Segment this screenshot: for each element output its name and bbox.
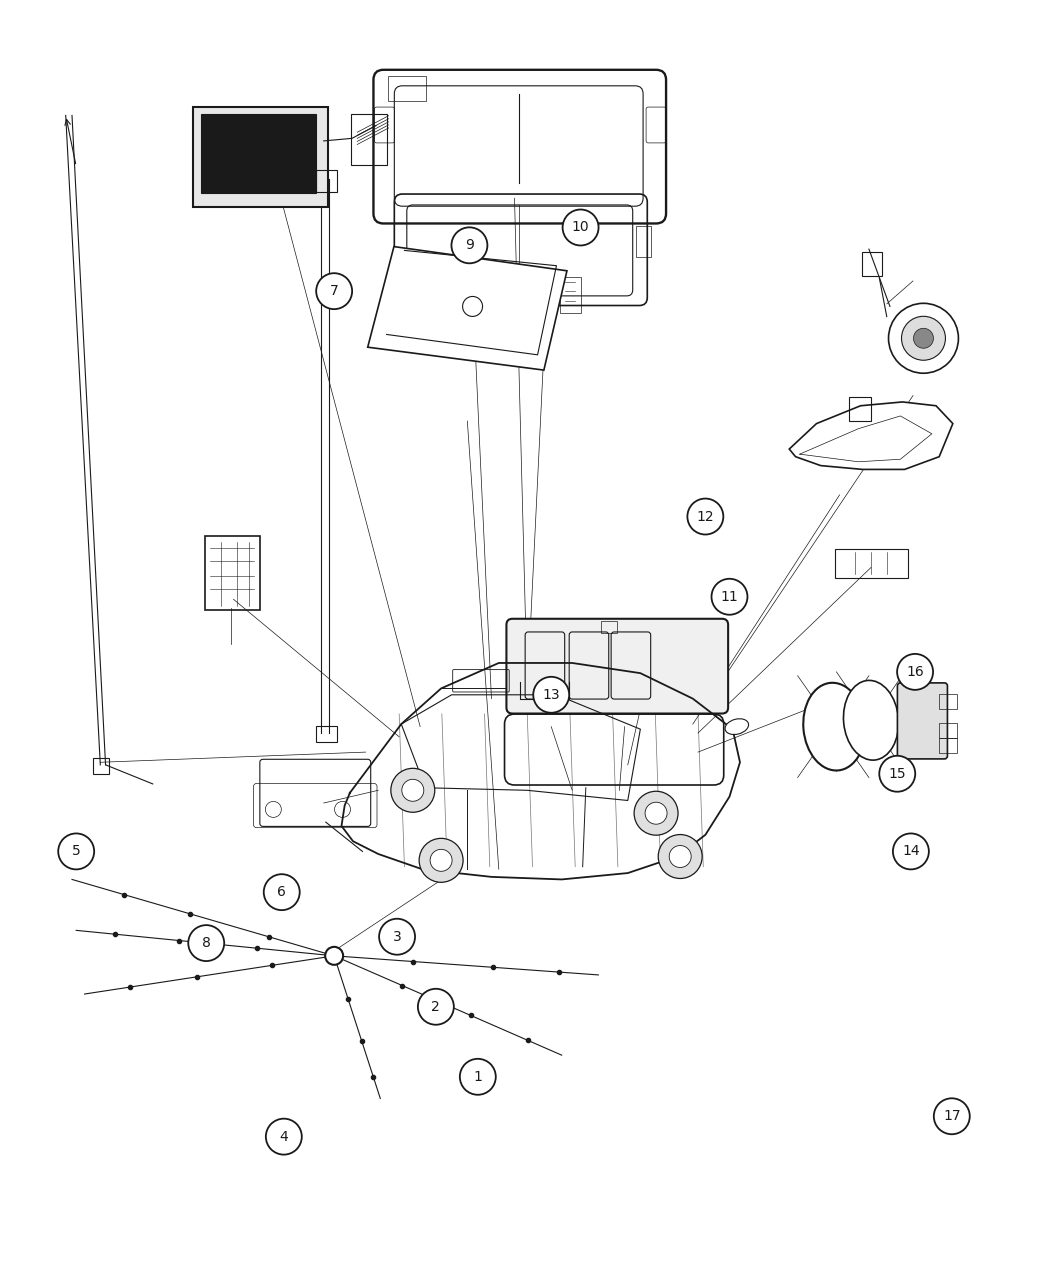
Text: 10: 10: [572, 221, 589, 235]
Circle shape: [879, 756, 916, 792]
Text: 12: 12: [696, 510, 714, 524]
Circle shape: [266, 802, 281, 817]
FancyBboxPatch shape: [506, 618, 728, 714]
Circle shape: [533, 677, 569, 713]
Circle shape: [463, 297, 483, 316]
Text: 8: 8: [202, 936, 211, 950]
Text: 1: 1: [474, 1070, 482, 1084]
Circle shape: [669, 845, 691, 867]
Text: 2: 2: [432, 1000, 440, 1014]
Circle shape: [419, 839, 463, 882]
Circle shape: [460, 1058, 496, 1095]
Circle shape: [712, 579, 748, 615]
Text: 13: 13: [543, 687, 560, 701]
Text: 3: 3: [393, 929, 401, 944]
Circle shape: [634, 792, 678, 835]
Circle shape: [335, 802, 351, 817]
Text: 14: 14: [902, 844, 920, 858]
Text: 16: 16: [906, 664, 924, 678]
Circle shape: [933, 1098, 970, 1135]
Ellipse shape: [803, 683, 865, 770]
FancyBboxPatch shape: [201, 115, 316, 193]
Text: 11: 11: [720, 590, 738, 604]
Circle shape: [266, 1118, 301, 1155]
Circle shape: [418, 989, 454, 1025]
Circle shape: [402, 779, 424, 801]
Ellipse shape: [726, 719, 749, 734]
Circle shape: [188, 926, 225, 961]
Text: 5: 5: [71, 844, 81, 858]
FancyBboxPatch shape: [898, 683, 947, 759]
Circle shape: [326, 947, 343, 965]
Text: 6: 6: [277, 885, 287, 899]
Circle shape: [316, 273, 352, 309]
Polygon shape: [790, 402, 952, 469]
Circle shape: [563, 209, 598, 246]
Circle shape: [379, 919, 415, 955]
Polygon shape: [368, 246, 567, 370]
Circle shape: [391, 769, 435, 812]
Circle shape: [888, 303, 959, 374]
Text: 7: 7: [330, 284, 338, 298]
Circle shape: [430, 849, 453, 871]
Text: 17: 17: [943, 1109, 961, 1123]
Circle shape: [264, 875, 299, 910]
Circle shape: [688, 499, 723, 534]
FancyBboxPatch shape: [193, 107, 328, 207]
Circle shape: [452, 227, 487, 264]
Text: 9: 9: [465, 238, 474, 252]
Circle shape: [892, 834, 929, 870]
Text: 4: 4: [279, 1130, 288, 1144]
Circle shape: [58, 834, 94, 870]
Ellipse shape: [843, 681, 899, 760]
Text: 15: 15: [888, 766, 906, 780]
Circle shape: [645, 802, 667, 824]
Circle shape: [658, 835, 702, 878]
Circle shape: [914, 328, 933, 348]
Circle shape: [897, 654, 933, 690]
Circle shape: [902, 316, 945, 361]
